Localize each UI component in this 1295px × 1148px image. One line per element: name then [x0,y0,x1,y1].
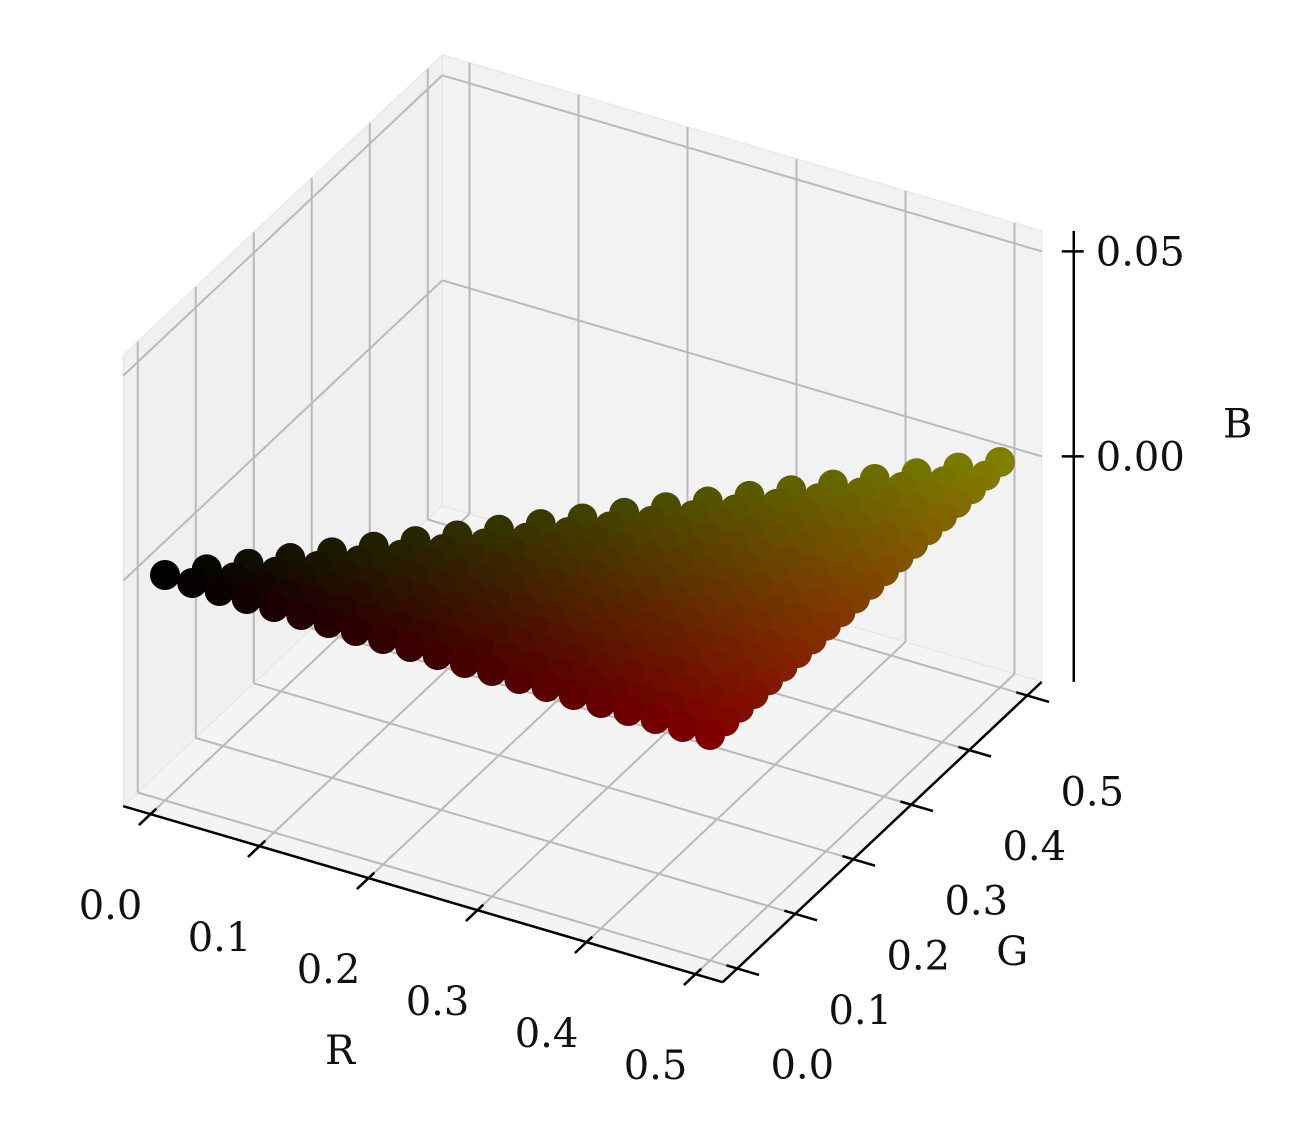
x-tick-label: 0.5 [624,1043,688,1089]
point [231,584,262,614]
y-tick-label: 0.3 [944,879,1008,925]
x-tick [138,807,158,826]
point [586,688,616,718]
x-tick-label: 0.4 [515,1011,579,1057]
y-tick [1015,691,1050,704]
y-tick [841,854,876,867]
y-axis-line [721,680,1043,984]
grid-line [441,74,1043,253]
point [313,608,344,638]
y-tick-label: 0.0 [770,1043,834,1089]
point [368,624,398,654]
y-tick-label: 0.2 [886,933,950,979]
y-tick [725,964,760,977]
point [177,568,208,598]
z-tick-label: 0.05 [1096,229,1185,275]
x-tick [683,967,703,986]
z-tick-label: 0.00 [1096,434,1185,480]
point [613,696,644,726]
y-tick [957,745,992,758]
point [640,704,671,734]
x-tick-label: 0.2 [297,947,361,993]
point [558,680,589,710]
point [531,672,562,702]
grid-line [585,641,907,943]
x-tick-label: 0.3 [406,979,470,1025]
point [340,616,371,646]
point [477,656,507,686]
y-tick [783,909,818,922]
y-tick-label: 0.1 [828,988,892,1034]
x-tick [247,839,267,858]
y-tick-label: 0.5 [1060,770,1124,816]
point [422,640,453,670]
grid-line [195,736,796,915]
y-axis-title: G [996,929,1028,975]
y-tick-label: 0.4 [1002,824,1066,870]
grid-line [122,279,443,582]
point [667,712,698,742]
grid-line [694,673,1016,975]
x-tick-label: 0.1 [188,915,252,961]
point [395,632,426,662]
x-tick [465,903,485,922]
x-axis-title: R [325,1028,357,1074]
y-tick [899,800,934,813]
point [504,664,535,694]
x-tick-label: 0.0 [79,883,143,929]
z-axis-title: B [1223,401,1252,447]
point [150,560,180,590]
x-tick [356,871,376,890]
x-axis-line [122,804,724,984]
x-tick [574,935,594,954]
point [204,576,235,606]
point [259,592,289,622]
grid-line [253,682,854,861]
grid-line [137,791,738,970]
grid-line [122,74,443,377]
point [695,720,725,750]
point [286,600,317,630]
grid-line [441,279,1043,458]
point [449,648,480,678]
